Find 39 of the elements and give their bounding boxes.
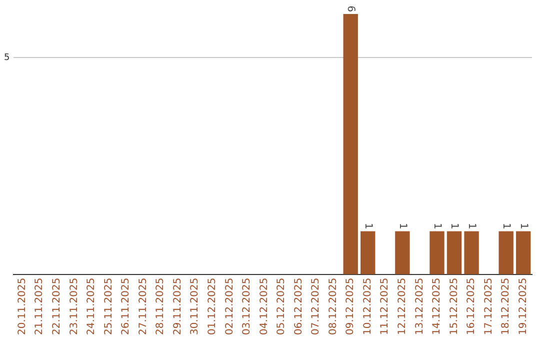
data-label: 1 [362,222,374,230]
data-label: 6 [345,6,356,12]
x-tick-label: 04.12.2025 [258,278,270,336]
x-tick-label: 22.11.2025 [52,278,63,336]
x-tick-label: 07.12.2025 [310,278,322,336]
x-tick-label: 06.12.2025 [293,278,304,336]
x-tick-label: 19.12.2025 [518,278,529,336]
x-tick-label: 20.11.2025 [16,278,28,336]
x-tick-label: 13.12.2025 [414,278,426,336]
x-tick-label: 02.12.2025 [224,278,236,336]
x-tick-label: 15.12.2025 [448,278,460,336]
data-label: 1 [518,222,529,230]
data-label: 1 [431,222,442,230]
data-label: 1 [396,222,408,230]
x-tick-label: 28.11.2025 [155,278,166,336]
x-tick-label: 05.12.2025 [276,278,288,336]
data-label: 1 [500,222,512,230]
x-tick-label: 14.12.2025 [432,278,443,336]
x-tick-label: 27.11.2025 [138,278,149,336]
data-label: 1 [466,222,477,230]
x-tick-label: 21.11.2025 [34,278,46,336]
x-tick-label: 01.12.2025 [206,278,218,336]
x-tick-label: 09.12.2025 [345,278,356,336]
x-tick-label: 26.11.2025 [120,278,132,336]
y-tick-label: 5 [4,52,10,63]
x-tick-label: 03.12.2025 [242,278,253,336]
x-tick-label: 17.12.2025 [483,278,494,336]
x-tick-label: 11.12.2025 [380,278,391,336]
x-tick-label: 16.12.2025 [466,278,478,336]
x-tick-label: 23.11.2025 [68,278,80,336]
x-tick-label: 12.12.2025 [397,278,408,336]
x-tick-label: 08.12.2025 [328,278,339,336]
x-tick-label: 18.12.2025 [500,278,512,336]
x-tick-label: 25.11.2025 [103,278,114,336]
data-label: 1 [448,222,460,230]
x-tick-label: 30.11.2025 [190,278,201,336]
x-tick-label: 10.12.2025 [362,278,374,336]
x-tick-label: 24.11.2025 [86,278,98,336]
x-tick-label: 29.11.2025 [172,278,184,336]
